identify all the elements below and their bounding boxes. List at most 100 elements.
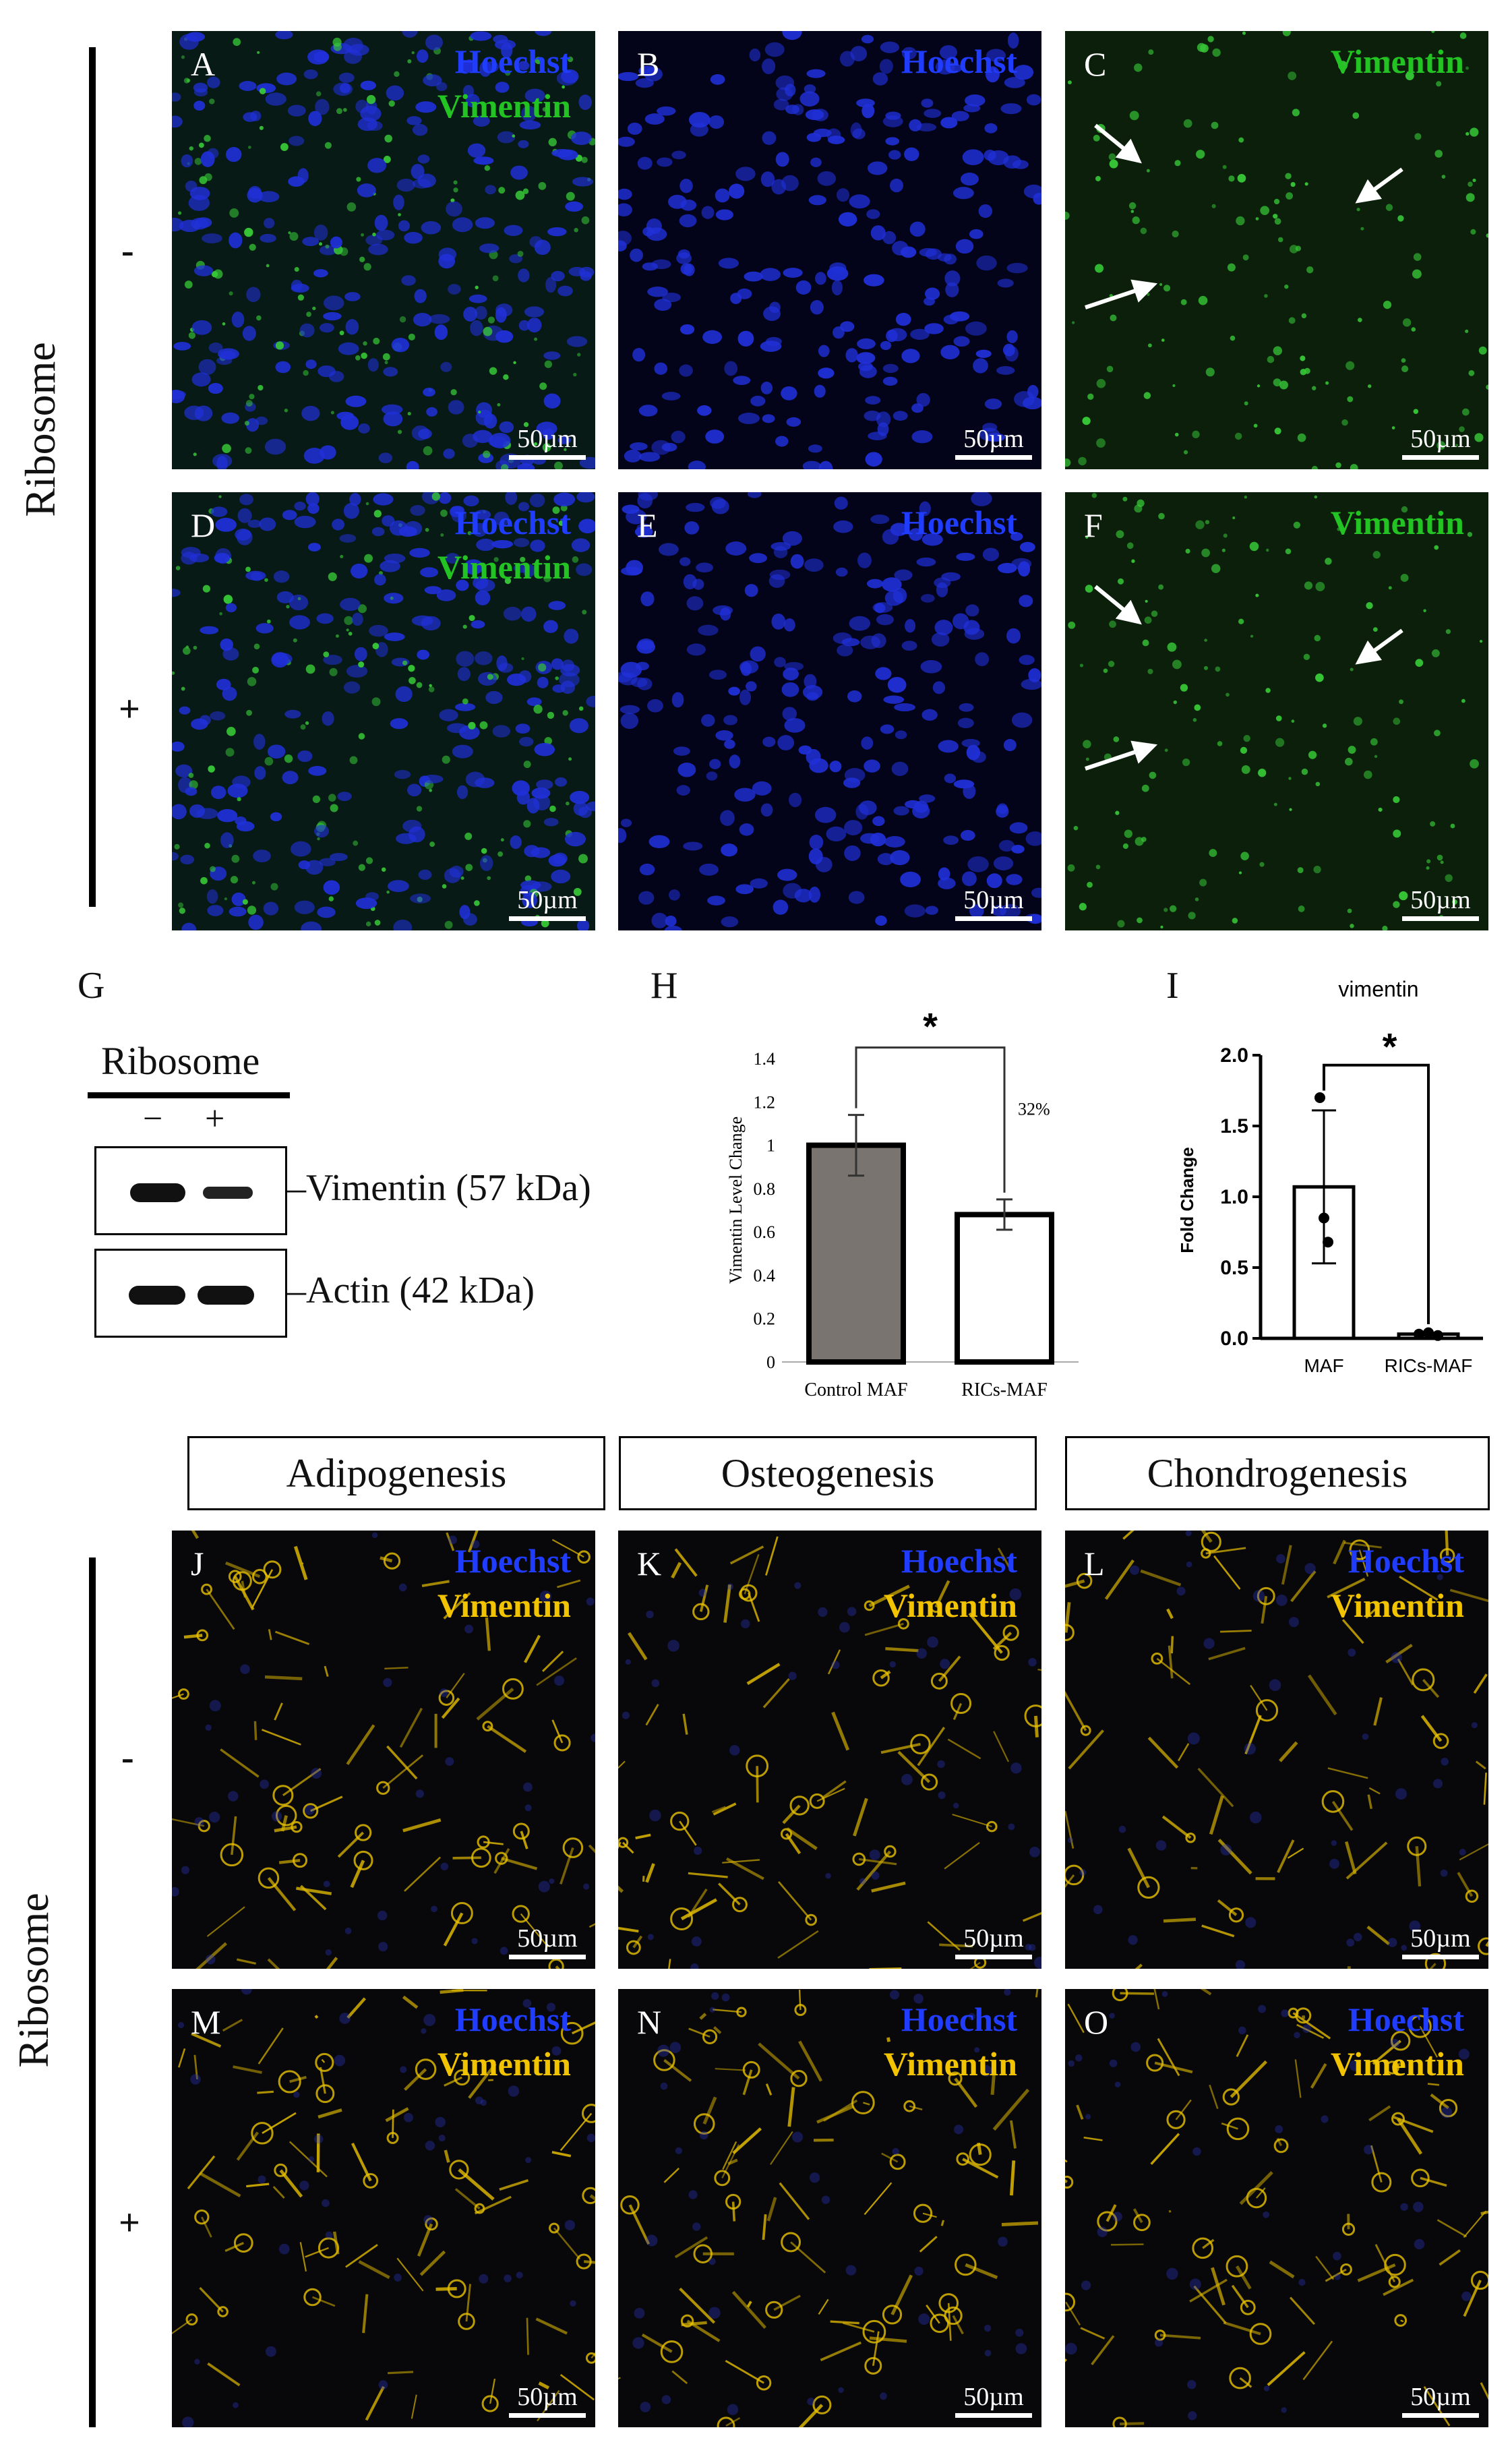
panel-letter: F — [1084, 506, 1103, 544]
y-tick-label: 0.4 — [754, 1266, 776, 1285]
micrograph-panel-m: M Hoechst Vimentin 50µm — [172, 1989, 595, 2427]
panel-label-g: G — [78, 965, 105, 1007]
arrow-indicator — [1085, 740, 1158, 771]
scale-bar-line — [955, 455, 1032, 460]
stain-label-1: Hoechst — [1348, 2000, 1464, 2038]
panel-label-h: H — [651, 965, 678, 1007]
scale-bar-label: 50µm — [1410, 425, 1471, 453]
scale-bar-label: 50µm — [517, 886, 578, 914]
arrow-indicator — [1355, 167, 1403, 204]
panel-letter: D — [191, 506, 216, 544]
header-adipogenesis: Adipogenesis — [187, 1436, 605, 1510]
band-actin-plus — [198, 1286, 254, 1305]
row-title-top: Ribosome — [16, 342, 64, 517]
scale-bar: 50µm — [1402, 1924, 1479, 1959]
scale-bar-label: 50µm — [1410, 886, 1471, 914]
scale-bar-line — [509, 916, 586, 921]
arrow-indicator — [1094, 123, 1142, 164]
micrograph-panel-k: K Hoechst Vimentin 50µm — [618, 1531, 1041, 1969]
western-title: Ribosome — [101, 1039, 260, 1083]
scale-bar-label: 50µm — [517, 425, 578, 453]
micrograph-panel-n: N Hoechst Vimentin 50µm — [618, 1989, 1041, 2427]
stain-label-2: Vimentin — [437, 548, 571, 586]
band-actin-minus — [129, 1286, 185, 1305]
x-tick-label: RICs-MAF — [961, 1379, 1048, 1400]
micrograph-panel-b: B Hoechst 50µm — [618, 31, 1041, 469]
y-tick-label: 0.6 — [754, 1222, 776, 1242]
band-label-actin: –Actin (42 kDa) — [287, 1270, 535, 1311]
stain-label-1: Hoechst — [454, 2000, 571, 2038]
stain-label-1: Hoechst — [901, 42, 1017, 80]
data-point — [1323, 1237, 1333, 1248]
significance-star: * — [923, 1005, 938, 1048]
x-tick-label: MAF — [1304, 1355, 1343, 1376]
stain-label-1: Hoechst — [1348, 1542, 1464, 1580]
sign-minus-top: - — [121, 230, 134, 272]
scale-bar-label: 50µm — [1410, 1924, 1471, 1953]
x-tick-label: Control MAF — [804, 1379, 907, 1400]
scale-bar: 50µm — [955, 424, 1032, 460]
micrograph-panel-c: C Vimentin 50µm — [1065, 31, 1488, 469]
scale-bar-label: 50µm — [963, 425, 1024, 453]
scale-bar-label: 50µm — [963, 1924, 1024, 1953]
stain-label-2: Vimentin — [437, 1586, 571, 1624]
data-point — [1314, 1092, 1325, 1103]
scale-bar: 50µm — [1402, 885, 1479, 921]
scale-bar: 50µm — [1402, 424, 1479, 460]
scale-bar-label: 50µm — [963, 886, 1024, 914]
micrograph-image — [618, 31, 1041, 469]
stain-label-1: Hoechst — [454, 1542, 571, 1580]
micrograph-panel-d: D Hoechst Vimentin 50µm — [172, 492, 595, 930]
bar-control-maf — [806, 1142, 906, 1365]
band-label-vimentin-text: Vimentin (57 kDa) — [306, 1167, 591, 1209]
scale-bar-line — [955, 916, 1032, 921]
y-tick-label: 2.0 — [1220, 1044, 1248, 1067]
scale-bar: 50µm — [1402, 2382, 1479, 2418]
blot-actin — [94, 1249, 287, 1338]
scale-bar-line — [1402, 1955, 1479, 1959]
header-osteogenesis: Osteogenesis — [619, 1436, 1037, 1510]
blot-vimentin — [94, 1146, 287, 1235]
micrograph-image — [172, 1531, 595, 1969]
scale-bar-label: 50µm — [963, 2383, 1024, 2411]
y-tick-label: 0 — [766, 1353, 775, 1372]
stain-label-1: Hoechst — [454, 504, 571, 541]
y-tick-label: 1.2 — [754, 1092, 776, 1112]
panel-label-i: I — [1166, 965, 1179, 1007]
scale-bar-line — [1402, 2413, 1479, 2418]
stain-label-2: Vimentin — [1330, 1586, 1464, 1624]
micrograph-panel-o: O Hoechst Vimentin 50µm — [1065, 1989, 1488, 2427]
micrograph-image — [172, 492, 595, 930]
micrograph-image — [1065, 1531, 1488, 1969]
panel-letter: J — [191, 1545, 204, 1582]
header-chondrogenesis: Chondrogenesis — [1065, 1436, 1490, 1510]
panel-letter: L — [1084, 1545, 1105, 1582]
arrow-indicator — [1085, 279, 1158, 309]
stain-label-1: Hoechst — [901, 1542, 1017, 1580]
panel-letter: B — [637, 45, 660, 83]
stain-label-1: Hoechst — [901, 2000, 1017, 2038]
band-label-vimentin: –Vimentin (57 kDa) — [287, 1167, 591, 1209]
micrograph-image — [618, 1531, 1041, 1969]
significance-star: * — [1383, 1026, 1397, 1068]
micrograph-panel-l: L Hoechst Vimentin 50µm — [1065, 1531, 1488, 1969]
stain-label-2: Vimentin — [883, 2045, 1017, 2083]
y-tick-label: 0.2 — [754, 1309, 776, 1329]
stain-label-1: Hoechst — [454, 42, 571, 80]
sign-minus-bottom: - — [121, 1737, 134, 1779]
scale-bar-line — [1402, 916, 1479, 921]
chart-title: vimentin — [1338, 977, 1418, 1001]
row-bar-bottom — [89, 1557, 96, 2427]
micrograph-image — [618, 492, 1041, 930]
stain-label-2: Vimentin — [883, 1586, 1017, 1624]
y-tick-label: 1.4 — [754, 1049, 776, 1069]
panel-letter: M — [191, 2003, 221, 2041]
y-tick-label: 0.5 — [1220, 1257, 1248, 1279]
chart-h: Vimentin Level Change 0 0.2 0.4 0.6 0.8 1 1.2 1.… — [726, 1005, 1079, 1400]
micrograph-panel-a: A Hoechst Vimentin 50µm — [172, 31, 595, 469]
row-bar-top — [89, 47, 96, 907]
micrograph-image — [1065, 31, 1488, 469]
micrograph-image — [1065, 1989, 1488, 2427]
bar-rics-maf — [955, 1212, 1054, 1365]
stain-label-1: Hoechst — [901, 504, 1017, 541]
